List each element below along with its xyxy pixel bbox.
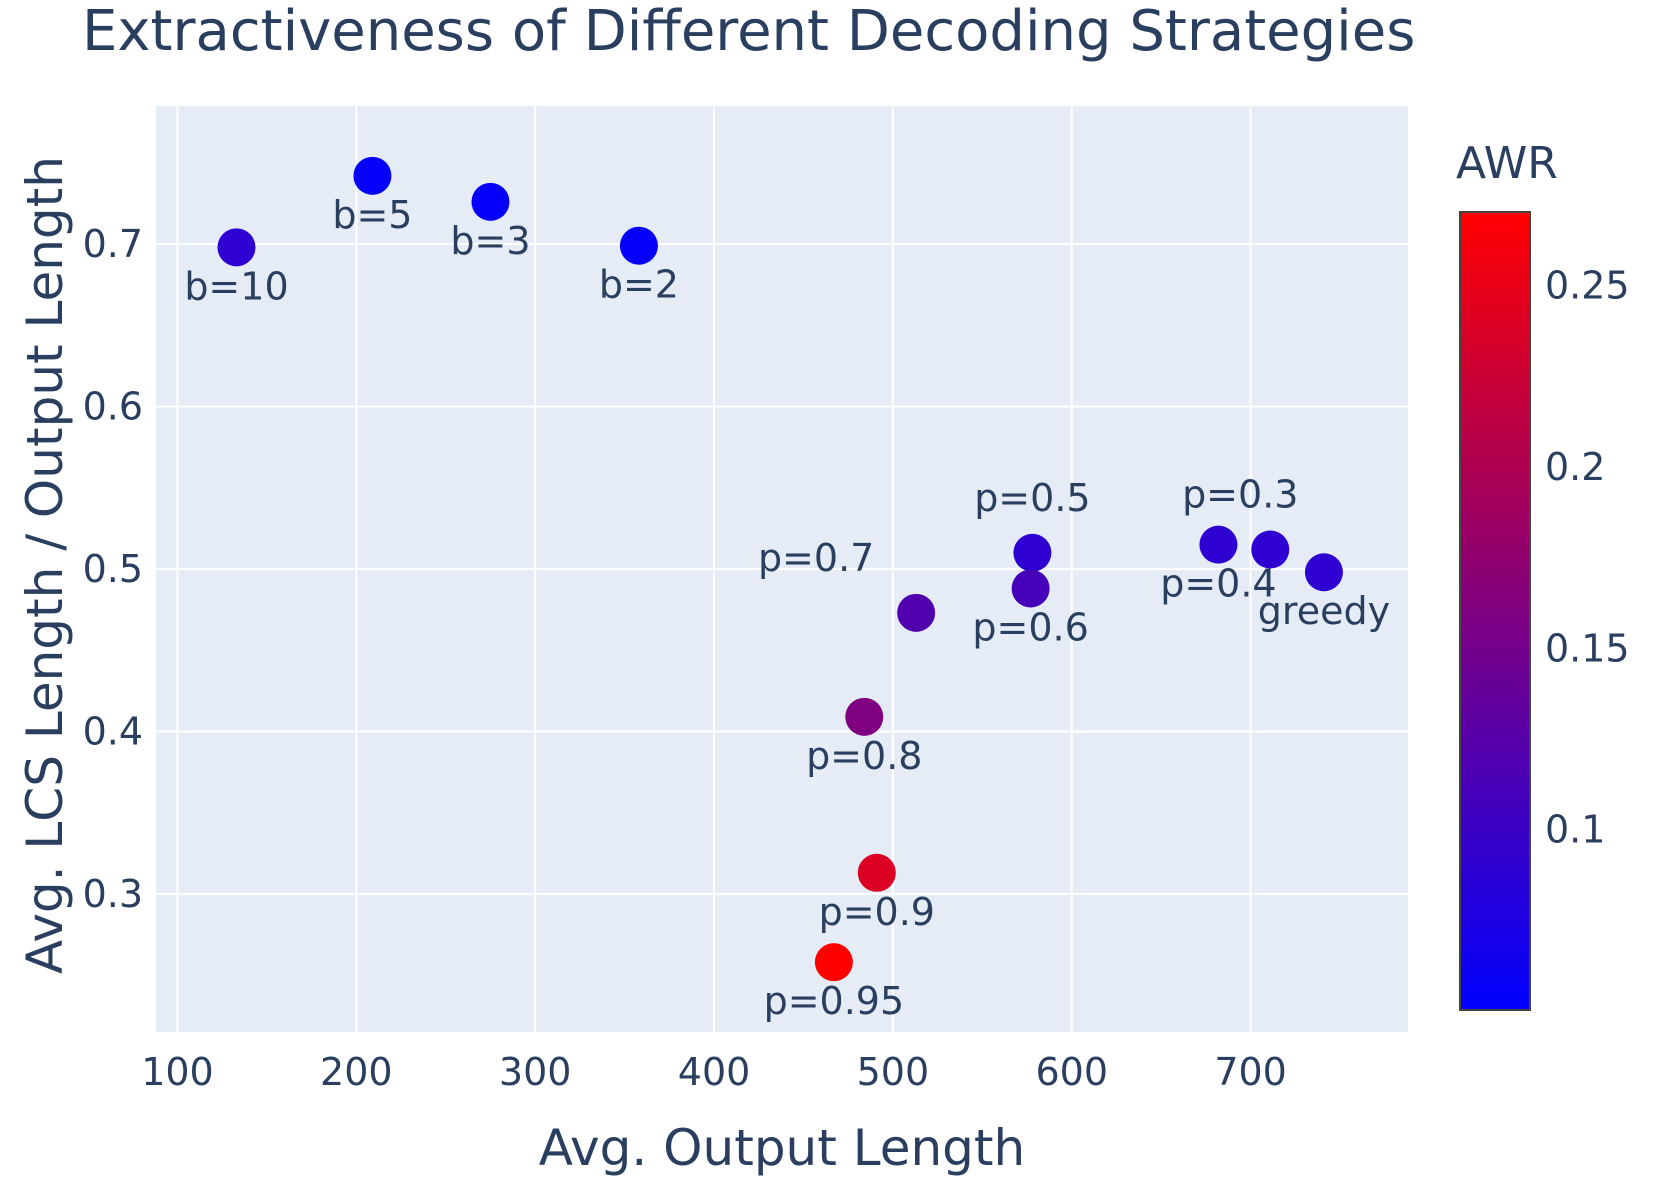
x-tick-label: 300 — [499, 1050, 572, 1094]
colorbar-tick-label: 0.25 — [1545, 264, 1630, 308]
data-point — [897, 593, 936, 632]
colorbar-tick-label: 0.1 — [1545, 808, 1605, 852]
point-label: greedy — [1258, 589, 1390, 633]
colorbar-title: AWR — [1456, 138, 1558, 189]
x-tick-label: 700 — [1214, 1050, 1287, 1094]
y-tick-label: 0.6 — [83, 385, 143, 429]
data-point — [353, 156, 392, 195]
point-label: b=2 — [599, 263, 679, 307]
point-label: b=10 — [184, 264, 288, 308]
point-label: p=0.4 — [1160, 562, 1276, 606]
y-tick-label: 0.5 — [83, 547, 143, 591]
data-point — [1013, 533, 1052, 572]
data-points — [217, 156, 1343, 982]
data-point — [1304, 553, 1343, 592]
point-label: b=5 — [332, 193, 412, 237]
x-tick-label: 100 — [141, 1050, 214, 1094]
colorbar-tick-label: 0.2 — [1545, 445, 1605, 489]
data-point — [845, 697, 884, 736]
x-tick-label: 500 — [857, 1050, 930, 1094]
chart-title: Extractiveness of Different Decoding Str… — [82, 0, 1415, 64]
colorbar-tick-label: 0.15 — [1545, 626, 1630, 670]
data-point — [619, 226, 658, 265]
y-tick-label: 0.4 — [83, 709, 143, 753]
x-axis-ticks: 100 200 300 400 500 600 700 — [141, 1050, 1287, 1094]
x-axis-title: Avg. Output Length — [539, 1119, 1025, 1177]
data-point — [857, 853, 896, 892]
point-label: p=0.5 — [974, 476, 1090, 520]
data-point — [217, 228, 256, 267]
x-tick-label: 200 — [320, 1050, 393, 1094]
data-point — [1011, 569, 1050, 608]
y-tick-label: 0.3 — [83, 872, 143, 916]
point-labels: b=10 b=5 b=3 b=2 p=0.7 p=0.5 p=0.6 p=0.3 p=0.4gr… — [184, 193, 1390, 1023]
data-point — [471, 182, 510, 221]
data-point — [814, 943, 853, 982]
point-label: p=0.3 — [1182, 473, 1298, 517]
colorbar — [1459, 211, 1531, 1011]
y-tick-label: 0.7 — [83, 222, 143, 266]
data-point — [1199, 525, 1238, 564]
point-label: p=0.95 — [764, 979, 905, 1023]
data-point — [1251, 530, 1290, 569]
x-tick-label: 400 — [678, 1050, 751, 1094]
point-label: p=0.6 — [972, 605, 1088, 649]
point-label: p=0.9 — [819, 890, 935, 934]
y-axis-title: Avg. LCS Length / Output Length — [16, 156, 74, 974]
point-label: p=0.7 — [758, 536, 874, 580]
y-axis-ticks: 0.3 0.4 0.5 0.6 0.7 — [83, 222, 143, 916]
point-label: p=0.8 — [806, 734, 922, 778]
point-label: b=3 — [450, 219, 530, 263]
colorbar-ticks: 0.1 0.15 0.2 0.25 — [1545, 264, 1630, 852]
grid-lines — [156, 106, 1408, 1032]
x-tick-label: 600 — [1035, 1050, 1108, 1094]
